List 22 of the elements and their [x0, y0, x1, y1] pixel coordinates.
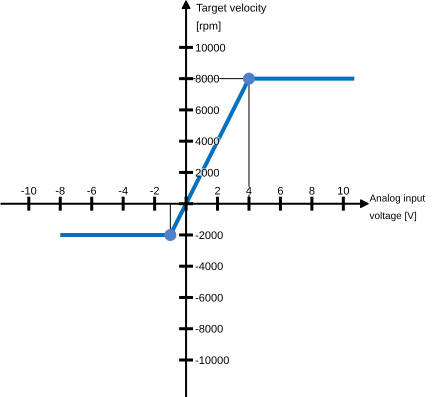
- y-tick-label: 6000: [195, 104, 220, 117]
- y-tick-label: -8000: [195, 324, 224, 336]
- x-tick-label: 8: [308, 186, 315, 198]
- y-tick-label: 10000: [195, 42, 226, 54]
- x-axis-title: Analog input voltage [V]: [370, 193, 426, 222]
- x-tick-label: 6: [277, 186, 284, 198]
- y-tick-label: 2000: [195, 167, 220, 180]
- x-tick-label: 2: [214, 186, 221, 198]
- x-tick-label: 10: [337, 186, 350, 198]
- y-tick-label: -10000: [195, 354, 230, 367]
- x-tick-label: -4: [118, 186, 128, 198]
- y-tick-label: -2000: [195, 230, 224, 242]
- y-tick-label: -4000: [195, 261, 224, 274]
- x-tick-label: 4: [246, 186, 252, 198]
- y-axis-title: Target velocity [rpm]: [196, 2, 267, 32]
- x-tick-label: -2: [150, 186, 160, 198]
- y-tick-label: 8000: [195, 74, 220, 86]
- x-tick-label: -10: [20, 186, 37, 198]
- x-tick-label: -8: [55, 186, 66, 198]
- y-tick-label: 4000: [195, 136, 220, 148]
- y-tick-label: -6000: [195, 292, 224, 304]
- x-tick-label: -6: [86, 186, 97, 198]
